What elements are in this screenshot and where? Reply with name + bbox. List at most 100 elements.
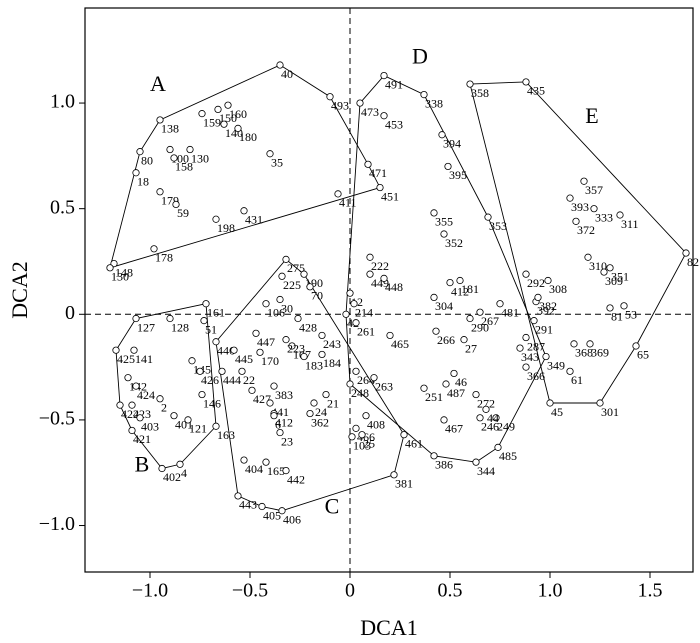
- point-label: 451: [381, 189, 399, 203]
- point: [198, 110, 206, 118]
- point: [466, 314, 474, 323]
- point: [430, 452, 438, 460]
- point-label: 402: [163, 470, 181, 484]
- point: [258, 502, 266, 511]
- point: [516, 344, 524, 352]
- point-label: 443: [239, 498, 257, 512]
- y-tick-label: −0.5: [39, 408, 75, 430]
- point: [230, 346, 238, 354]
- point-label: 214: [355, 305, 373, 319]
- point: [136, 148, 144, 156]
- point: [172, 200, 180, 209]
- point-label: 181: [461, 282, 479, 296]
- point-label: 222: [371, 259, 389, 273]
- point-label: 23: [281, 434, 293, 448]
- point-label: 248: [351, 386, 369, 400]
- point-label: 362: [311, 415, 329, 429]
- point: [456, 276, 464, 285]
- x-axis-label: DCA1: [360, 615, 417, 640]
- point-label: 465: [391, 337, 409, 351]
- point: [166, 314, 174, 323]
- point-label: 82: [687, 255, 699, 269]
- point: [348, 433, 356, 441]
- point-label: 424: [137, 388, 155, 402]
- point: [256, 348, 264, 356]
- point: [224, 101, 232, 109]
- point: [386, 331, 394, 340]
- point: [542, 352, 550, 361]
- point: [616, 211, 624, 219]
- point: [130, 346, 138, 354]
- point: [238, 367, 246, 375]
- point-label: 261: [357, 324, 375, 338]
- point: [282, 255, 290, 263]
- point-label: 46: [455, 375, 467, 389]
- point-label: 448: [385, 280, 403, 294]
- point: [170, 412, 178, 420]
- point-label: 148: [115, 265, 133, 279]
- point-label: 357: [585, 183, 603, 197]
- point: [380, 112, 388, 120]
- point: [472, 458, 480, 466]
- plot-frame: [84, 7, 694, 573]
- point: [106, 264, 114, 272]
- point: [570, 340, 578, 348]
- point-label: 161: [207, 305, 225, 319]
- point-label: 225: [283, 278, 301, 292]
- point: [252, 329, 260, 337]
- point-label: 425: [117, 352, 135, 366]
- point: [156, 395, 164, 403]
- point-label: 272: [477, 396, 495, 410]
- point: [124, 374, 132, 382]
- point-label: 493: [331, 98, 349, 112]
- point-label: 366: [527, 369, 545, 383]
- point: [234, 492, 242, 500]
- point-label: 128: [171, 320, 189, 334]
- point-label: 428: [299, 320, 317, 334]
- point-label: 408: [367, 417, 385, 431]
- point: [546, 399, 554, 407]
- point: [276, 295, 284, 304]
- point-label: 422: [121, 407, 139, 421]
- point: [128, 401, 136, 409]
- point: [632, 342, 640, 350]
- point-label: 160: [229, 107, 247, 121]
- point: [522, 363, 530, 371]
- point: [466, 80, 474, 88]
- point: [476, 308, 484, 316]
- point: [370, 374, 378, 382]
- point: [492, 414, 500, 422]
- point: [430, 293, 438, 301]
- point-label: 291: [535, 322, 553, 336]
- point: [380, 274, 388, 282]
- point-label: 395: [449, 168, 467, 182]
- point: [262, 300, 270, 308]
- point: [376, 183, 384, 192]
- point: [390, 471, 398, 479]
- point: [460, 336, 468, 344]
- point: [482, 405, 490, 413]
- x-tick-label: 1.5: [638, 580, 663, 602]
- point-label: 444: [223, 373, 241, 387]
- point: [682, 249, 690, 257]
- point: [432, 327, 440, 335]
- point: [584, 253, 592, 261]
- point-label: 70: [311, 289, 323, 303]
- x-tick-label: −1.0: [132, 580, 168, 602]
- point-label: 304: [435, 299, 453, 313]
- point-label: 158: [175, 160, 193, 174]
- point-label: 138: [161, 122, 179, 136]
- point: [586, 340, 594, 348]
- point: [266, 399, 274, 407]
- point-label: 426: [201, 373, 219, 387]
- point-label: 309: [605, 274, 623, 288]
- point-label: 447: [257, 335, 275, 349]
- group-label: E: [585, 103, 598, 128]
- point-label: 381: [395, 477, 413, 491]
- point-label: 487: [447, 386, 465, 400]
- point-label: 251: [425, 390, 443, 404]
- point: [442, 380, 450, 388]
- y-tick-label: 0: [65, 302, 75, 324]
- point-label: 404: [245, 462, 263, 476]
- point: [282, 467, 290, 475]
